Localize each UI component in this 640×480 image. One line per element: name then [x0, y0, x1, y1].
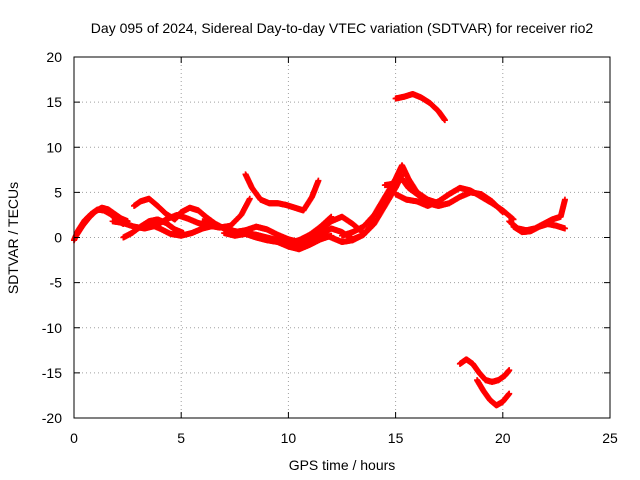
y-tick-label: 15	[46, 94, 62, 110]
axis-ticks: 0 5 10 15 20 25 -20 -15 -10 -5 0 5 10 15 20	[42, 49, 618, 446]
series-arc-7	[199, 213, 335, 246]
y-tick-label: 10	[46, 139, 62, 155]
series-arc-17	[456, 356, 513, 385]
y-tick-label: -10	[42, 320, 62, 336]
y-tick-label: 0	[54, 230, 62, 246]
x-tick-label: 5	[177, 430, 185, 446]
series-arc-16	[392, 91, 448, 124]
x-tick-label: 25	[602, 430, 618, 446]
y-tick-label: -15	[42, 365, 62, 381]
data-point	[315, 177, 322, 184]
data-point	[506, 367, 513, 374]
y-tick-label: -5	[50, 275, 63, 291]
y-axis-title: SDTVAR / TECUs	[5, 182, 21, 294]
series-arc-2	[73, 204, 131, 239]
y-tick-label: 20	[46, 49, 62, 65]
series-arc-20	[510, 220, 568, 236]
series-arc-15	[392, 184, 517, 223]
series-arc-9	[242, 171, 322, 214]
chart-title: Day 095 of 2024, Sidereal Day-to-day VTE…	[91, 20, 594, 36]
x-tick-label: 0	[70, 430, 78, 446]
data-point	[246, 195, 253, 202]
data-point	[561, 225, 568, 232]
x-tick-label: 15	[388, 430, 404, 446]
x-axis-title: GPS time / hours	[289, 457, 396, 473]
data-point	[561, 196, 568, 203]
data-points	[71, 91, 568, 409]
y-tick-label: 5	[54, 184, 62, 200]
series-arc-18	[474, 377, 513, 409]
y-tick-label: -20	[42, 410, 62, 426]
data-point	[506, 390, 513, 397]
data-point	[441, 117, 448, 124]
x-tick-label: 20	[495, 430, 511, 446]
x-tick-label: 10	[281, 430, 297, 446]
series-arc-12	[317, 171, 406, 246]
